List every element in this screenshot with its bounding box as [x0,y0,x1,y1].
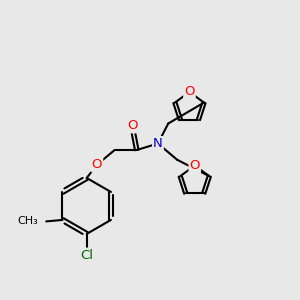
Text: O: O [190,159,200,172]
Text: N: N [153,137,163,150]
Text: Cl: Cl [80,249,93,262]
Text: O: O [184,85,195,98]
Text: CH₃: CH₃ [17,216,38,226]
Text: O: O [92,158,102,171]
Text: O: O [128,119,138,132]
